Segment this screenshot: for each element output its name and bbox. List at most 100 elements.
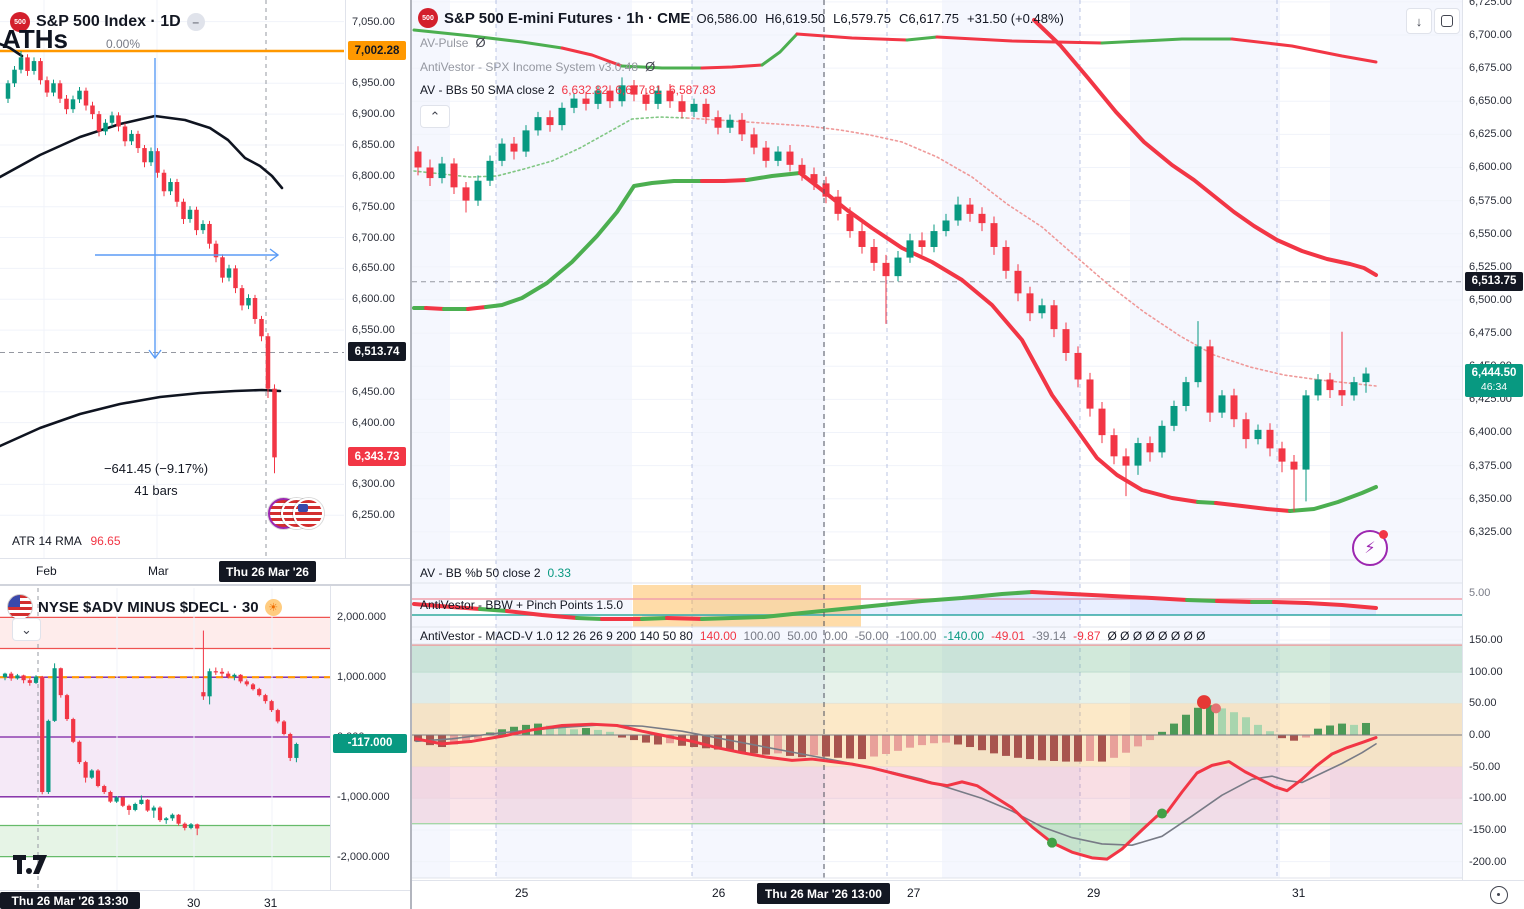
spx-daily-time-axis[interactable]: Thu 26 Mar '26 Feb Mar xyxy=(0,558,410,586)
eye-slash-icon[interactable]: Ø xyxy=(475,35,486,50)
macd-value: 50.00 xyxy=(787,629,818,643)
ohlc-part: C6,617.75 xyxy=(899,10,960,26)
spx-daily-price-axis[interactable]: 7,050.00 6,950.00 6,900.00 6,850.00 6,800.00… xyxy=(345,0,410,558)
price-tick: 6,525.00 xyxy=(1469,260,1512,273)
price-tick: 6,800.00 xyxy=(352,169,395,182)
time-tick: 27 xyxy=(907,886,921,900)
macd-value: 0.00 xyxy=(824,629,848,643)
macd-value: -100.00 xyxy=(895,629,937,643)
es-legend[interactable]: 500 S&P 500 E-mini Futures · 1h · CME O6… xyxy=(418,8,1064,28)
nyse-title: NYSE $ADV MINUS $DECL · 30 xyxy=(38,598,259,616)
sp500-logo-icon: 500 xyxy=(10,12,30,32)
indicator-row-macd[interactable]: AntiVestor - MACD-V 1.0 12 26 26 9 200 1… xyxy=(420,629,1206,643)
price-tick: 6,550.00 xyxy=(352,324,395,337)
time-tick: 26 xyxy=(712,886,726,900)
price-tick: -1,000.000 xyxy=(337,790,390,803)
panel-nyse-breadth: NYSE $ADV MINUS $DECL · 30 ☀ ⌄ 2,000.000… xyxy=(0,586,410,909)
last-price: 6,444.50 xyxy=(1471,367,1517,380)
spx-income-label: AntiVestor - SPX Income System v3.0.48 xyxy=(420,59,639,74)
measure-delta-label: −641.45 (−9.17%) xyxy=(103,461,209,476)
bbs-value: 6,632.82 xyxy=(561,83,609,97)
us-flag-icon[interactable] xyxy=(293,498,324,529)
aths-watermark: ATHs xyxy=(2,24,68,54)
spx-daily-title: S&P 500 Index · 1D xyxy=(36,13,181,30)
panel-spx-daily: 500 S&P 500 Index · 1D – ATHs 0.00% −641… xyxy=(0,0,410,586)
price-tick: 6,650.00 xyxy=(1469,95,1512,108)
price-tick: 6,725.00 xyxy=(1469,0,1512,8)
price-tick: 50.00 xyxy=(1469,697,1497,710)
tradingview-logo-icon[interactable] xyxy=(12,854,48,876)
price-tick: 6,750.00 xyxy=(352,200,395,213)
panel-divider[interactable] xyxy=(0,584,410,586)
collapse-pane-button[interactable]: ⌃ xyxy=(420,105,450,128)
price-tick: 0.00 xyxy=(1469,729,1491,741)
price-tick: 6,650.00 xyxy=(352,262,395,275)
macd-value: -50.00 xyxy=(854,629,889,643)
bbw-label: AntiVestor - BBW + Pinch Points 1.5.0 xyxy=(420,598,624,612)
price-badge: 6,343.73 xyxy=(348,447,406,467)
maximize-pane-button[interactable] xyxy=(1434,8,1460,34)
atr-indicator-row[interactable]: ATR 14 RMA 96.65 xyxy=(12,534,121,548)
nyse-time-axis[interactable]: Thu 26 Mar '26 13:30 30 31 xyxy=(0,890,410,909)
ohlc-part: H6,619.50 xyxy=(765,10,826,26)
price-tick: 7,050.00 xyxy=(352,15,395,28)
ohlc-part: O6,586.00 xyxy=(696,10,758,26)
price-tick: 1,000.000 xyxy=(337,671,386,684)
indicator-row-bbpercent[interactable]: AV - BB %b 50 close 2 0.33 xyxy=(420,566,571,580)
price-badge: 6,513.75 xyxy=(1465,271,1523,291)
spx-daily-legend[interactable]: 500 S&P 500 Index · 1D – xyxy=(10,12,205,32)
price-tick: 6,675.00 xyxy=(1469,62,1512,75)
price-tick: 6,700.00 xyxy=(352,231,395,244)
indicator-row-av-pulse[interactable]: AV-Pulse Ø xyxy=(420,35,486,50)
price-tick: 6,950.00 xyxy=(352,77,395,90)
ohlc-part: L6,579.75 xyxy=(833,10,892,26)
time-tick: 29 xyxy=(1087,886,1101,900)
column-divider[interactable] xyxy=(410,0,412,909)
indicator-row-bbw[interactable]: AntiVestor - BBW + Pinch Points 1.5.0 xyxy=(420,598,623,612)
indicator-row-bbs[interactable]: AV - BBs 50 SMA close 2 6,632.82 6,677.81… xyxy=(420,83,716,97)
scroll-to-recent-button[interactable]: ↓ xyxy=(1406,8,1432,34)
price-tick: 6,325.00 xyxy=(1469,525,1512,538)
lightning-alert-icon[interactable]: ⚡ xyxy=(1352,530,1388,566)
nyse-legend[interactable]: NYSE $ADV MINUS $DECL · 30 ☀ xyxy=(8,595,282,619)
price-tick: 100.00 xyxy=(1469,665,1503,678)
bbs-value: 6,587.83 xyxy=(668,83,716,97)
price-tick: 2,000.000 xyxy=(337,611,386,624)
macd-value: Ø Ø Ø Ø Ø Ø Ø Ø xyxy=(1107,629,1206,643)
price-tick: -150.00 xyxy=(1469,823,1507,836)
nyse-breadth-chart-canvas[interactable] xyxy=(0,588,330,892)
indicator-row-spx-income[interactable]: AntiVestor - SPX Income System v3.0.48 Ø xyxy=(420,59,655,74)
price-tick: -200.00 xyxy=(1469,855,1507,868)
collapse-legend-icon[interactable]: – xyxy=(186,13,205,31)
es-chart-canvas[interactable] xyxy=(412,0,1462,880)
price-tick: 6,600.00 xyxy=(1469,161,1512,174)
price-tick: 6,400.00 xyxy=(1469,426,1512,439)
macd-value: -9.87 xyxy=(1073,629,1101,643)
maximize-icon xyxy=(1441,15,1453,27)
eye-slash-icon[interactable]: Ø xyxy=(645,59,656,74)
collapse-pane-button[interactable]: ⌄ xyxy=(12,618,41,641)
time-tick: 31 xyxy=(264,896,278,909)
price-tick: 6,300.00 xyxy=(352,478,395,491)
price-tick: -100.00 xyxy=(1469,792,1507,805)
macd-value: 100.00 xyxy=(743,629,781,643)
macd-value: -39.14 xyxy=(1032,629,1067,643)
panel-es-futures: 500 S&P 500 E-mini Futures · 1h · CME O6… xyxy=(412,0,1524,909)
sp500-logo-icon: 500 xyxy=(418,8,438,28)
bar-countdown: 46:34 xyxy=(1480,380,1508,393)
price-tick: 6,250.00 xyxy=(352,509,395,522)
es-time-axis[interactable]: Thu 26 Mar '26 13:00 25 26 27 29 31 xyxy=(412,880,1524,909)
macd-label: AntiVestor - MACD-V 1.0 12 26 26 9 200 1… xyxy=(420,629,693,643)
macd-value: -49.01 xyxy=(991,629,1026,643)
ath-percent-label: 0.00% xyxy=(106,37,141,51)
es-price-axis[interactable]: 6,725.00 6,700.00 6,675.00 6,650.00 6,625.00… xyxy=(1462,0,1524,880)
price-tick: 6,850.00 xyxy=(352,138,395,151)
ohlc-values: O6,586.00 H6,619.50 L6,579.75 C6,617.75 +31.… xyxy=(696,11,1063,26)
price-tick: 6,625.00 xyxy=(1469,128,1512,141)
macd-values: 140.00 100.00 50.00 0.00 -50.00 -100.00 -140.0… xyxy=(700,629,1206,643)
time-tick: 25 xyxy=(515,886,529,900)
price-tick: -2,000.000 xyxy=(337,850,390,863)
session-clock-icon[interactable] xyxy=(1490,886,1508,904)
price-tick: 6,475.00 xyxy=(1469,327,1512,340)
nyse-price-axis[interactable]: 2,000.0001,000.0000.000-1,000.000-2,000.… xyxy=(330,586,410,890)
